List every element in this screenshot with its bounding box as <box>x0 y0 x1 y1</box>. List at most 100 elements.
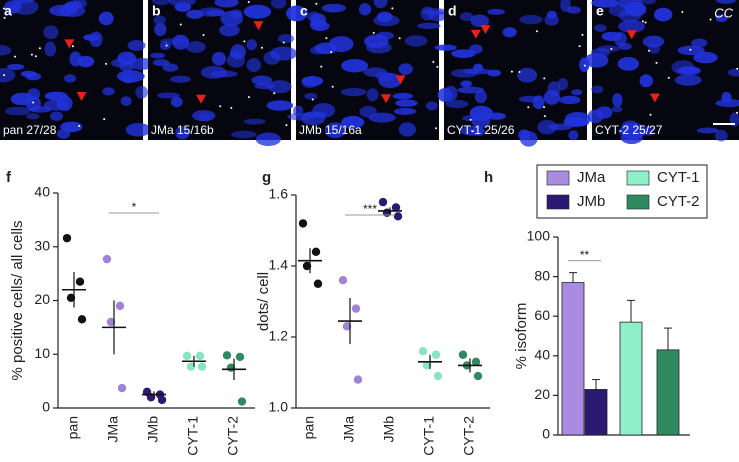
data-point <box>353 375 363 384</box>
legend-swatch <box>546 170 570 186</box>
panel-letter: e <box>596 3 604 19</box>
y-tick-label: 80 <box>534 267 550 283</box>
panel-letter: h <box>484 169 493 186</box>
nucleus <box>4 106 31 116</box>
signal-dot <box>469 118 472 121</box>
arrowhead <box>253 21 264 31</box>
nucleus <box>44 41 57 57</box>
nucleus <box>5 5 19 15</box>
arrowhead <box>395 75 406 85</box>
nucleus <box>715 14 728 23</box>
y-axis-label: % isoform <box>513 303 530 370</box>
nucleus <box>341 115 365 129</box>
signal-dot <box>247 96 250 99</box>
signal-dot <box>311 98 314 101</box>
data-point <box>117 383 127 393</box>
arrowhead <box>480 25 491 35</box>
nucleus <box>149 52 166 59</box>
data-point <box>237 397 247 406</box>
nucleus <box>286 5 308 22</box>
x-tick-label: JMa <box>341 416 357 443</box>
nucleus <box>398 63 413 75</box>
signal-dot <box>436 65 439 68</box>
signal-dot <box>202 33 205 36</box>
y-tick-label: 20 <box>534 386 550 402</box>
nucleus <box>643 125 654 136</box>
nucleus <box>537 119 557 135</box>
panel-note: CC <box>714 5 733 20</box>
nucleus <box>324 122 347 139</box>
signal-dot <box>71 45 74 48</box>
nucleus <box>175 126 190 140</box>
nucleus <box>231 130 257 139</box>
nucleus <box>246 58 262 72</box>
nucleus <box>127 40 146 51</box>
signal-dot <box>641 20 644 23</box>
nucleus <box>618 0 644 10</box>
nucleus <box>266 100 294 111</box>
nucleus <box>445 99 469 109</box>
bar <box>561 282 585 436</box>
nucleus <box>691 38 708 48</box>
signal-dot <box>543 106 546 109</box>
signal-dot <box>325 37 328 40</box>
nucleus <box>611 106 623 113</box>
x-tick-label: CYT-1 <box>185 416 201 456</box>
data-point <box>197 362 207 371</box>
bar <box>584 389 608 436</box>
nucleus <box>226 53 246 68</box>
nucleus <box>366 41 392 54</box>
signal-dot <box>273 92 276 95</box>
data-point <box>471 357 481 367</box>
nucleus <box>170 96 183 108</box>
signal-dot <box>510 70 513 73</box>
data-point <box>182 351 192 361</box>
signal-dot <box>372 31 375 34</box>
signal-dot <box>103 118 106 121</box>
nucleus <box>20 70 37 77</box>
nucleus <box>160 38 189 45</box>
nucleus <box>25 96 42 112</box>
data-point <box>106 317 116 327</box>
significance-label: *** <box>363 202 377 216</box>
signal-dot <box>260 46 263 49</box>
legend-box <box>536 164 708 219</box>
x-tick-label: JMb <box>381 416 397 443</box>
data-point <box>433 371 443 381</box>
signal-dot <box>2 7 5 10</box>
y-tick-label: 0 <box>42 399 50 415</box>
nucleus <box>206 9 226 17</box>
signal-dot <box>543 77 546 80</box>
signal-dot <box>243 40 246 43</box>
nucleus <box>393 107 417 115</box>
signal-dot <box>709 18 712 21</box>
nucleus <box>548 123 573 131</box>
nucleus <box>185 41 206 53</box>
panel-caption: JMb 15/16a <box>299 123 362 137</box>
nucleus <box>502 27 517 38</box>
signal-dot <box>583 64 586 67</box>
nucleus <box>614 31 627 47</box>
signal-dot <box>471 130 474 133</box>
nucleus <box>460 80 473 88</box>
signal-dot <box>391 7 394 10</box>
nucleus <box>359 105 377 118</box>
nucleus <box>543 90 561 105</box>
nucleus <box>518 95 540 103</box>
panel-letter: c <box>300 3 308 19</box>
nucleus <box>587 109 604 124</box>
nucleus <box>246 39 257 51</box>
nucleus <box>473 63 484 72</box>
signal-dot <box>331 85 334 88</box>
nucleus <box>437 87 453 103</box>
signal-dot <box>432 60 435 63</box>
arrowhead <box>196 94 207 104</box>
x-tick-label: JMa <box>105 416 121 443</box>
signal-dot <box>581 33 584 36</box>
signal-dot <box>3 74 6 77</box>
nucleus <box>714 129 728 142</box>
nucleus <box>417 22 441 29</box>
nucleus <box>591 0 620 8</box>
nucleus <box>642 35 665 48</box>
nucleus <box>168 0 196 7</box>
